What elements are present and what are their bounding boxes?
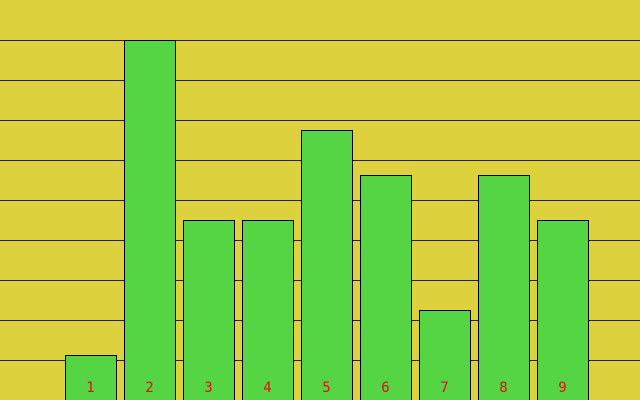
- x-tick-label: 7: [440, 380, 448, 396]
- bar: [301, 130, 353, 400]
- x-tick-label: 9: [558, 380, 566, 396]
- bar: [419, 310, 471, 400]
- x-tick-label: 8: [499, 380, 507, 396]
- bar: [65, 355, 117, 400]
- x-tick-label: 1: [86, 380, 94, 396]
- bar: [124, 40, 176, 400]
- bar: [537, 220, 589, 400]
- bar: [242, 220, 294, 400]
- x-tick-label: 2: [145, 380, 153, 396]
- x-tick-label: 4: [263, 380, 271, 396]
- bar: [360, 175, 412, 400]
- x-tick-label: 5: [322, 380, 330, 396]
- x-tick-label: 3: [204, 380, 212, 396]
- bar: [183, 220, 235, 400]
- x-tick-label: 6: [381, 380, 389, 396]
- bar: [478, 175, 530, 400]
